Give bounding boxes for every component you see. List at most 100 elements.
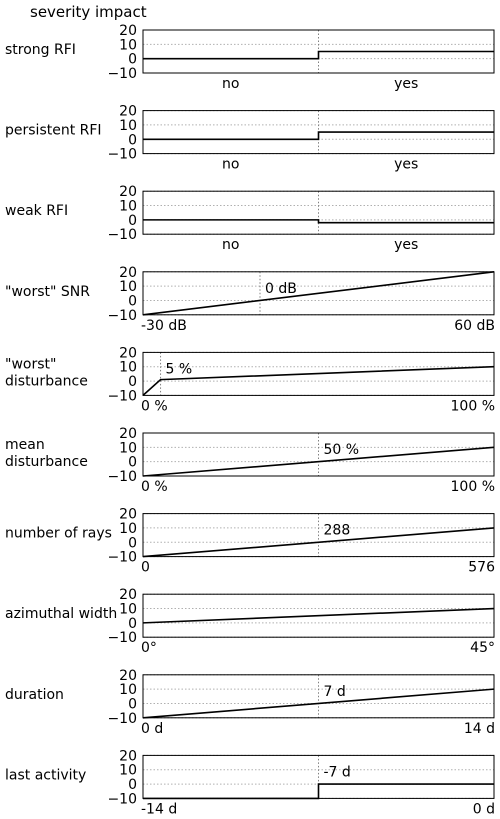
series-line [143, 219, 494, 224]
panel-label: last activity [5, 767, 86, 783]
y-tick-label: −10 [107, 550, 137, 566]
x-max-label: 45° [470, 640, 495, 656]
plot-frame [142, 29, 495, 74]
header-label: severity impact [30, 3, 147, 21]
category-label: yes [394, 76, 418, 92]
plot-frame [142, 351, 495, 396]
y-tick-label: 20 [119, 104, 137, 120]
y-tick-label: 0 [128, 777, 137, 793]
x-min-label: 0 % [141, 479, 168, 495]
y-tick-label: −10 [107, 147, 137, 163]
marker-label: -7 d [324, 764, 351, 780]
y-tick-label: −10 [107, 630, 137, 646]
x-min-label: 0 [141, 560, 150, 576]
x-max-label: 0 d [473, 801, 495, 817]
plot-frame [142, 674, 495, 719]
plot-frame [142, 110, 495, 155]
y-tick-label: 10 [119, 360, 137, 376]
y-tick-label: 10 [119, 763, 137, 779]
category-label: yes [394, 157, 418, 173]
y-tick-label: 10 [119, 521, 137, 537]
y-tick-label: 20 [119, 23, 137, 39]
x-max-label: 100 % [451, 398, 495, 414]
y-tick-label: 10 [119, 682, 137, 698]
series-line [143, 131, 494, 141]
y-tick-label: 20 [119, 184, 137, 200]
marker-label: 5 % [166, 361, 193, 377]
y-tick-label: 10 [119, 440, 137, 456]
y-tick-label: −10 [107, 308, 137, 324]
category-label: no [222, 157, 239, 173]
y-tick-label: 0 [128, 213, 137, 229]
x-max-label: 14 d [464, 721, 495, 737]
y-tick-label: 10 [119, 118, 137, 134]
y-tick-label: 0 [128, 374, 137, 390]
panel-label: disturbance [5, 373, 88, 389]
x-min-label: 0° [141, 640, 157, 656]
series-line [142, 446, 495, 477]
series-line [143, 783, 494, 800]
y-tick-label: 0 [128, 535, 137, 551]
panel-label: number of rays [5, 526, 112, 542]
panel-label: duration [5, 687, 64, 703]
y-tick-label: −10 [107, 791, 137, 807]
x-max-label: 100 % [451, 479, 495, 495]
panel-label: persistent RFI [5, 123, 102, 139]
y-tick-label: 10 [119, 37, 137, 53]
x-max-label: 60 dB [454, 318, 495, 334]
y-tick-label: 20 [119, 426, 137, 442]
x-min-label: 0 d [141, 721, 163, 737]
y-tick-label: 0 [128, 132, 137, 148]
y-tick-label: 10 [119, 279, 137, 295]
plot-frame [142, 432, 495, 477]
y-tick-label: 10 [119, 602, 137, 618]
y-tick-label: 0 [128, 696, 137, 712]
y-tick-label: 20 [119, 265, 137, 281]
x-min-label: 0 % [141, 398, 168, 414]
plot-frame [142, 271, 495, 316]
panel-label: disturbance [5, 454, 88, 470]
plot-frame [142, 190, 495, 235]
marker-label: 288 [324, 523, 351, 539]
y-tick-label: −10 [107, 711, 137, 727]
x-max-label: 576 [468, 560, 495, 576]
y-tick-label: −10 [107, 66, 137, 82]
series-line [142, 365, 495, 396]
y-tick-label: 0 [128, 293, 137, 309]
series-line [142, 688, 495, 719]
y-tick-label: −10 [107, 388, 137, 404]
y-tick-label: −10 [107, 469, 137, 485]
series-line [142, 527, 495, 558]
marker-label: 50 % [324, 442, 360, 458]
x-min-label: -14 d [141, 801, 177, 817]
panel-label: mean [5, 437, 45, 453]
y-tick-label: 20 [119, 587, 137, 603]
y-tick-label: −10 [107, 227, 137, 243]
marker-label: 0 dB [265, 281, 297, 297]
series-line [142, 607, 495, 624]
category-label: no [222, 237, 239, 253]
y-tick-label: 0 [128, 455, 137, 471]
x-min-label: -30 dB [141, 318, 187, 334]
panel-label: "worst" [5, 356, 56, 372]
series-line [142, 271, 495, 316]
panel-label: weak RFI [5, 203, 68, 219]
plot-frame [142, 593, 495, 638]
category-label: no [222, 76, 239, 92]
y-tick-label: 0 [128, 616, 137, 632]
panel-label: azimuthal width [5, 606, 117, 622]
plot-frame [142, 513, 495, 558]
y-tick-label: 0 [128, 52, 137, 68]
y-tick-label: 10 [119, 199, 137, 215]
panel-label: "worst" SNR [5, 284, 90, 300]
